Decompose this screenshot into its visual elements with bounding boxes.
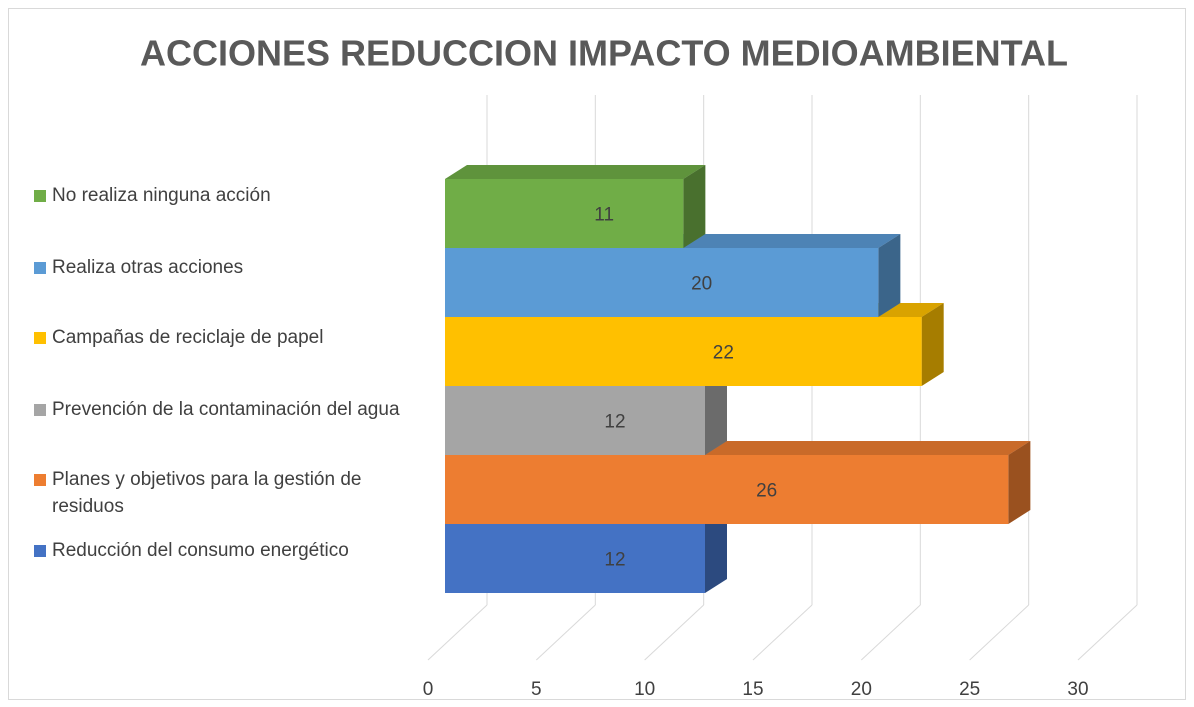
legend-item: Realiza otras acciones [34,254,243,281]
legend-label: No realiza ninguna acción [52,185,271,206]
floor-grid-line [1077,604,1138,661]
x-tick-label: 10 [634,679,655,700]
legend-item: No realiza ninguna acción [34,182,271,209]
legend-item: Prevención de la contaminación del agua [34,396,400,423]
floor-grid-line [535,604,596,661]
legend-swatch [34,545,46,557]
legend-item: Planes y objetivos para la gestión de re… [34,466,404,520]
bar-side [705,372,727,455]
bar-front [445,317,922,386]
bar-side-shade [878,234,901,317]
legend-swatch [34,262,46,274]
x-tick-label: 30 [1067,679,1088,700]
legend-item: Campañas de reciclaje de papel [34,324,323,351]
x-tick-label: 20 [851,679,872,700]
bar-side [1008,441,1031,524]
legend-label: Campañas de reciclaje de papel [52,327,324,348]
data-label: 20 [691,274,712,295]
legend-item: Reducción del consumo energético [34,537,349,564]
bar [445,165,706,248]
x-tick-label: 0 [423,679,434,700]
x-tick-label: 15 [742,679,763,700]
legend-swatch [34,474,46,486]
legend-label: Reducción del consumo energético [52,540,349,561]
bar-front [445,248,879,317]
floor-grid-line [752,604,813,661]
bar-side-shade [705,510,727,593]
bar-top [445,165,706,179]
bar-side [683,165,706,248]
floor-grid-line [644,604,705,661]
bar-side [921,303,944,386]
bar-front [445,386,705,455]
bar-front [445,524,705,593]
chart-title: ACCIONES REDUCCION IMPACTO MEDIOAMBIENTA… [140,33,1068,74]
floor-grid-line [969,604,1030,661]
bar-side-shade [705,372,727,455]
bar-side-shade [1008,441,1031,524]
bar-front [445,179,684,248]
bar-top-shade [445,165,706,179]
legend-label: Prevención de la contaminación del agua [52,399,400,420]
legend-swatch [34,404,46,416]
data-label: 22 [713,343,734,364]
legend-swatch [34,332,46,344]
floor-grid-line [860,604,921,661]
legend-swatch [34,190,46,202]
bar-side-shade [921,303,944,386]
data-label: 26 [756,481,777,502]
legend-label: Planes y objetivos para la gestión de re… [52,469,362,517]
data-label: 12 [604,550,625,571]
bar-side-shade [683,165,706,248]
legend-label: Realiza otras acciones [52,257,244,278]
bar-front [445,455,1009,524]
bar-side [878,234,901,317]
bar-side [705,510,727,593]
data-label: 11 [594,205,614,226]
x-tick-label: 5 [531,679,542,700]
data-label: 12 [604,412,625,433]
x-tick-label: 25 [959,679,980,700]
floor-grid-line [427,604,488,661]
